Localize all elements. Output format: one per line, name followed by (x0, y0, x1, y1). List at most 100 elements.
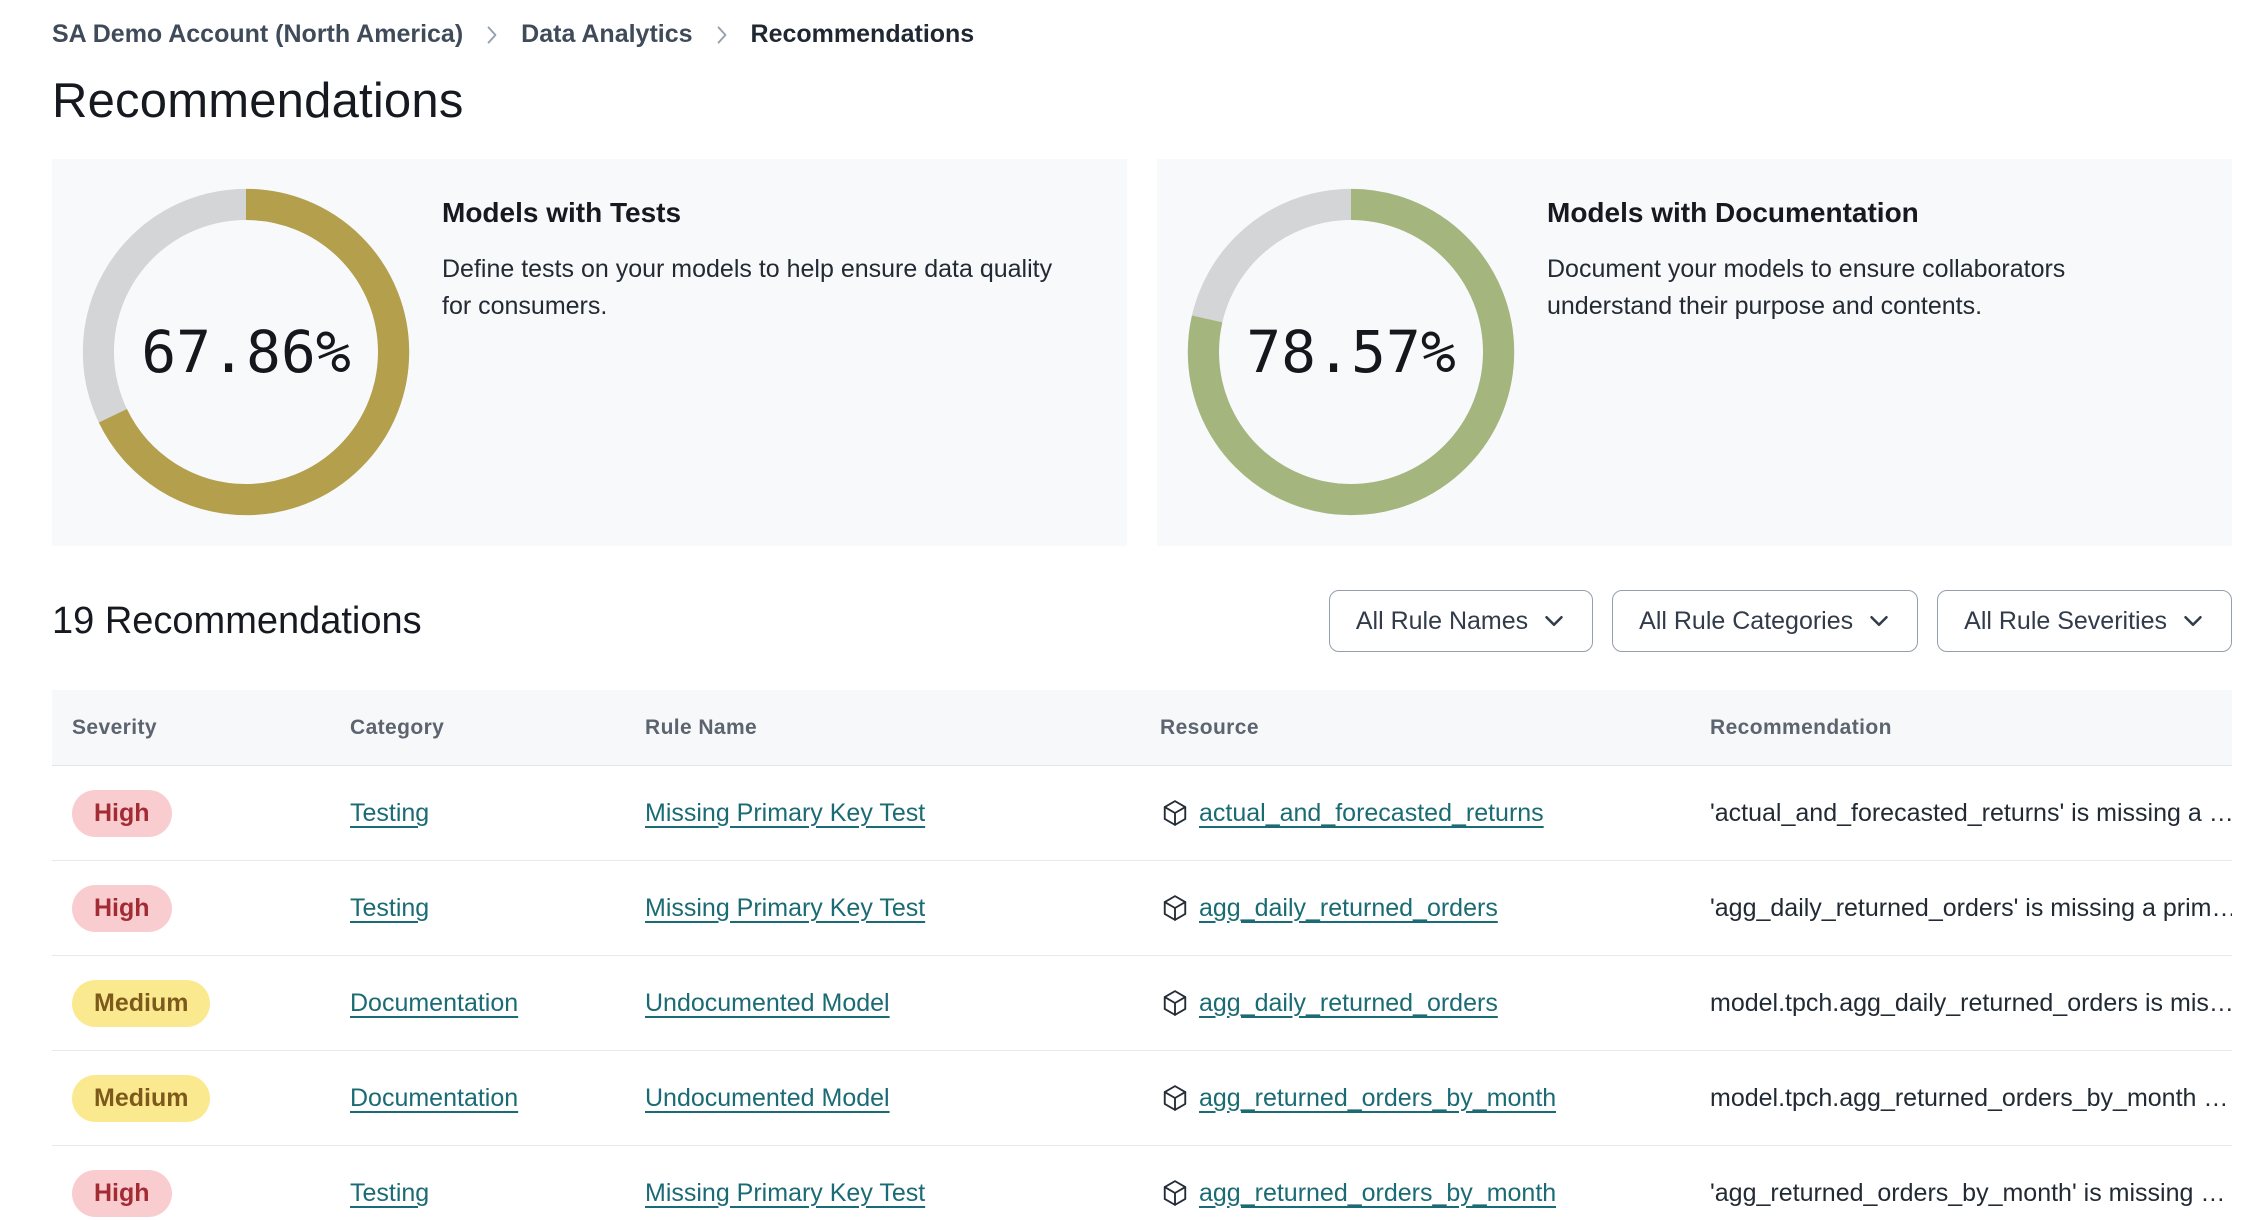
chevron-down-icon (2184, 615, 2202, 627)
filter-dropdowns: All Rule Names All Rule Categories All R… (1328, 590, 2232, 652)
donut-svg (82, 188, 410, 516)
table-row: Medium Documentation Undocumented Model … (52, 956, 2232, 1051)
severity-cell: High (72, 1169, 350, 1217)
filter-dropdown-button[interactable]: All Rule Categories (1612, 590, 1919, 652)
category-link[interactable]: Testing (350, 893, 430, 922)
recommendations-table: Severity Category Rule Name Resource Recomme… (52, 690, 2232, 1220)
severity-cell: Medium (72, 979, 350, 1027)
table-row: Medium Documentation Undocumented Model … (52, 1051, 2232, 1146)
donut-percentage-label: 67.86% (141, 318, 351, 386)
resource-link[interactable]: agg_daily_returned_orders (1199, 893, 1498, 922)
category-link[interactable]: Testing (350, 1178, 430, 1207)
donut-svg (1187, 188, 1515, 516)
severity-badge: High (72, 789, 172, 837)
chevron-right-icon (711, 24, 733, 46)
severity-badge: Medium (72, 1074, 211, 1122)
rule-name-link[interactable]: Undocumented Model (645, 988, 890, 1017)
breadcrumb-item[interactable]: SA Demo Account (North America) (52, 20, 464, 48)
breadcrumb: SA Demo Account (North America) Data Anal… (52, 20, 2232, 49)
resource-link[interactable]: agg_returned_orders_by_month (1199, 1178, 1557, 1207)
resource-link[interactable]: agg_daily_returned_orders (1199, 988, 1498, 1017)
rule-name-link[interactable]: Missing Primary Key Test (645, 798, 926, 827)
severity-badge: High (72, 884, 172, 932)
card-text: Models with Tests Define tests on your m… (410, 159, 1122, 325)
rule-name-link[interactable]: Missing Primary Key Test (645, 1178, 926, 1207)
summary-card: 67.86% Models with Tests Define tests on… (52, 159, 1127, 546)
recommendations-count-heading: 19 Recommendations (52, 599, 422, 642)
breadcrumb-item: Recommendations (750, 20, 975, 48)
donut-chart: 67.86% (82, 188, 410, 516)
recommendation-cell: model.tpch.agg_returned_orders_by_month … (1710, 1083, 2229, 1112)
rule-name-link[interactable]: Missing Primary Key Test (645, 893, 926, 922)
cube-icon (1163, 895, 1187, 921)
rule-name-cell: Undocumented Model (645, 1084, 1160, 1113)
filter-label: All Rule Categories (1639, 606, 1854, 635)
donut-chart: 78.57% (1187, 188, 1515, 516)
category-cell: Testing (350, 894, 645, 923)
column-header: Category (350, 715, 445, 739)
recommendations-section-bar: 19 Recommendations All Rule Names All Ru… (52, 590, 2232, 652)
rule-name-cell: Missing Primary Key Test (645, 799, 1160, 828)
page-title: Recommendations (52, 74, 464, 128)
breadcrumb-item[interactable]: Data Analytics (521, 20, 693, 48)
rule-name-link[interactable]: Undocumented Model (645, 1083, 890, 1112)
card-description: Define tests on your models to help ensu… (442, 255, 1053, 320)
table-row: High Testing Missing Primary Key Test ag… (52, 861, 2232, 956)
resource-link[interactable]: agg_returned_orders_by_month (1199, 1083, 1557, 1112)
donut-value-arc (1187, 188, 1515, 516)
category-cell: Testing (350, 1179, 645, 1208)
card-title: Models with Tests (442, 197, 682, 228)
rule-name-cell: Undocumented Model (645, 989, 1160, 1018)
resource-cell: agg_returned_orders_by_month (1160, 1083, 1710, 1113)
cube-icon (1163, 800, 1187, 826)
column-header: Resource (1160, 715, 1259, 739)
summary-card: 78.57% Models with Documentation Documen… (1157, 159, 2232, 546)
column-header: Severity (72, 715, 157, 739)
card-text: Models with Documentation Document your … (1515, 159, 2227, 325)
column-header: Recommendation (1710, 715, 1892, 739)
cube-icon (1163, 1180, 1187, 1206)
filter-label: All Rule Names (1355, 606, 1529, 635)
recommendation-cell: model.tpch.agg_daily_returned_orders is … (1710, 988, 2232, 1017)
recommendation-cell: 'agg_returned_orders_by_month' is missin… (1710, 1178, 2226, 1207)
severity-badge: High (72, 1169, 172, 1217)
category-link[interactable]: Documentation (350, 1083, 519, 1112)
filter-label: All Rule Severities (1964, 606, 2167, 635)
category-cell: Testing (350, 799, 645, 828)
severity-cell: Medium (72, 1074, 350, 1122)
recommendation-cell: 'agg_daily_returned_orders' is missing a… (1710, 893, 2232, 922)
table-body: High Testing Missing Primary Key Test ac… (52, 766, 2232, 1220)
table-row: High Testing Missing Primary Key Test ag… (52, 1146, 2232, 1220)
filter-dropdown-button[interactable]: All Rule Severities (1937, 590, 2232, 652)
table-row: High Testing Missing Primary Key Test ac… (52, 766, 2232, 861)
filter-dropdown-button[interactable]: All Rule Names (1328, 590, 1594, 652)
category-link[interactable]: Documentation (350, 988, 519, 1017)
category-cell: Documentation (350, 989, 645, 1018)
category-link[interactable]: Testing (350, 798, 430, 827)
resource-cell: agg_daily_returned_orders (1160, 988, 1710, 1018)
recommendation-cell: 'actual_and_forecasted_returns' is missi… (1710, 798, 2232, 827)
chevron-down-icon (1870, 615, 1888, 627)
table-header-row: Severity Category Rule Name Resource Recomme… (52, 690, 2232, 766)
severity-cell: High (72, 789, 350, 837)
severity-cell: High (72, 884, 350, 932)
rule-name-cell: Missing Primary Key Test (645, 894, 1160, 923)
resource-cell: agg_returned_orders_by_month (1160, 1178, 1710, 1208)
column-header: Rule Name (645, 715, 758, 739)
donut-percentage-label: 78.57% (1246, 318, 1456, 386)
card-description: Document your models to ensure collabora… (1547, 255, 2066, 320)
donut-value-arc (82, 188, 410, 516)
resource-cell: actual_and_forecasted_returns (1160, 798, 1710, 828)
chevron-right-icon (481, 24, 503, 46)
summary-cards: 67.86% Models with Tests Define tests on… (52, 159, 2232, 546)
severity-badge: Medium (72, 979, 211, 1027)
cube-icon (1163, 1085, 1187, 1111)
card-title: Models with Documentation (1547, 197, 1919, 228)
category-cell: Documentation (350, 1084, 645, 1113)
rule-name-cell: Missing Primary Key Test (645, 1179, 1160, 1208)
cube-icon (1163, 990, 1187, 1016)
resource-link[interactable]: actual_and_forecasted_returns (1199, 798, 1544, 827)
chevron-down-icon (1545, 615, 1563, 627)
resource-cell: agg_daily_returned_orders (1160, 893, 1710, 923)
